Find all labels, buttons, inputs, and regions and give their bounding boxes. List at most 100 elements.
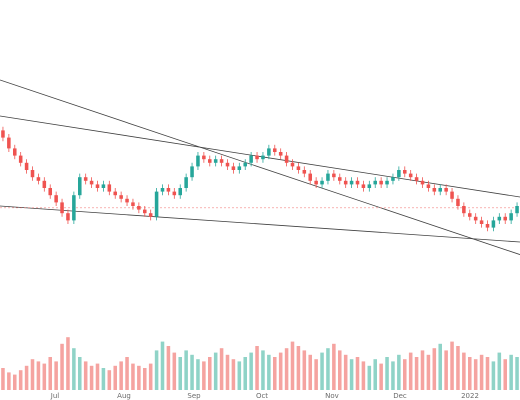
volume-bar bbox=[36, 361, 41, 390]
candle bbox=[184, 173, 188, 192]
volume-bar bbox=[497, 352, 502, 390]
candle-body bbox=[273, 148, 277, 152]
x-tick-label: 2022 bbox=[461, 392, 479, 400]
candle-body bbox=[314, 180, 318, 185]
candle bbox=[208, 155, 212, 167]
volume-bar bbox=[208, 357, 212, 390]
candle bbox=[42, 177, 47, 192]
candle-body bbox=[113, 191, 117, 196]
candle-body bbox=[78, 177, 82, 196]
volume-bar bbox=[202, 361, 206, 390]
candle-body bbox=[391, 177, 395, 181]
candle bbox=[166, 184, 171, 196]
candle bbox=[190, 162, 194, 181]
candle-body bbox=[308, 173, 312, 181]
candle-body bbox=[30, 170, 35, 178]
x-tick-label: Nov bbox=[325, 392, 339, 400]
candle-body bbox=[444, 188, 448, 192]
candle bbox=[36, 173, 41, 185]
candle bbox=[107, 180, 112, 196]
candle bbox=[308, 170, 312, 185]
candle bbox=[332, 170, 336, 181]
volume-bar bbox=[148, 363, 153, 390]
candle bbox=[160, 184, 165, 196]
candle-body bbox=[13, 148, 17, 156]
candle-body bbox=[468, 213, 472, 217]
volume-bar bbox=[196, 359, 200, 390]
candle bbox=[7, 134, 11, 152]
candle bbox=[491, 216, 496, 232]
candle bbox=[515, 202, 519, 217]
volume-bar bbox=[456, 346, 460, 390]
candle-body bbox=[326, 173, 330, 181]
volume-bar bbox=[403, 359, 407, 390]
candle bbox=[231, 162, 236, 174]
candle bbox=[78, 173, 82, 199]
volume-bar bbox=[54, 361, 58, 390]
volume-bar bbox=[160, 341, 165, 390]
volume-bar bbox=[491, 361, 496, 390]
candle-body bbox=[462, 206, 466, 214]
candle bbox=[278, 148, 283, 160]
candle bbox=[290, 159, 295, 170]
candle bbox=[89, 177, 94, 188]
candle-body bbox=[255, 155, 259, 160]
candle bbox=[385, 177, 389, 188]
volume-bar bbox=[107, 370, 112, 390]
volume-bar bbox=[438, 343, 442, 390]
candle bbox=[154, 188, 159, 221]
x-tick-label: Oct bbox=[256, 392, 268, 400]
candle bbox=[83, 173, 88, 185]
candle bbox=[95, 180, 100, 192]
volume-bar bbox=[314, 359, 318, 390]
volume-bar bbox=[361, 361, 366, 390]
candle-body bbox=[438, 188, 442, 192]
candle bbox=[119, 191, 123, 203]
trendlines bbox=[0, 79, 520, 255]
candle bbox=[296, 162, 301, 174]
candle-body bbox=[213, 159, 218, 163]
volume-bar bbox=[237, 361, 242, 390]
volume-bar bbox=[278, 352, 283, 390]
candle-body bbox=[403, 170, 407, 174]
candle-body bbox=[125, 198, 129, 203]
candle bbox=[450, 188, 454, 203]
candle-body bbox=[89, 180, 94, 185]
candle bbox=[249, 152, 253, 167]
candle-body bbox=[231, 166, 236, 170]
volume-bar bbox=[30, 359, 35, 390]
candle bbox=[60, 198, 64, 217]
volume-bar bbox=[89, 365, 94, 390]
x-tick-label: Dec bbox=[393, 392, 407, 400]
volume-bar bbox=[255, 346, 259, 390]
volume-bar bbox=[462, 352, 466, 390]
candle-body bbox=[101, 184, 106, 188]
volume-bar bbox=[154, 350, 159, 390]
candle-body bbox=[196, 155, 200, 167]
candle bbox=[503, 213, 507, 224]
candle-body bbox=[338, 177, 342, 181]
volume-bar bbox=[95, 363, 100, 390]
candle bbox=[196, 152, 200, 170]
candle-body bbox=[367, 184, 372, 188]
candle-body bbox=[414, 177, 419, 181]
volume-bar bbox=[225, 354, 230, 390]
volume-bar bbox=[143, 368, 147, 390]
candle bbox=[497, 213, 502, 224]
trendline bbox=[0, 79, 520, 255]
candle bbox=[403, 166, 407, 178]
candle-body bbox=[515, 206, 519, 214]
x-tick-label: Aug bbox=[117, 392, 131, 400]
candle bbox=[438, 184, 442, 196]
candle bbox=[143, 206, 147, 217]
candle-body bbox=[320, 180, 324, 185]
candle-body bbox=[343, 180, 348, 185]
volume-bar bbox=[125, 357, 129, 390]
candle bbox=[367, 180, 372, 192]
volume-bar bbox=[190, 354, 194, 390]
candle bbox=[361, 180, 366, 192]
volume-bar bbox=[284, 348, 289, 390]
volume-bar bbox=[261, 350, 265, 390]
volume-bar bbox=[420, 350, 425, 390]
